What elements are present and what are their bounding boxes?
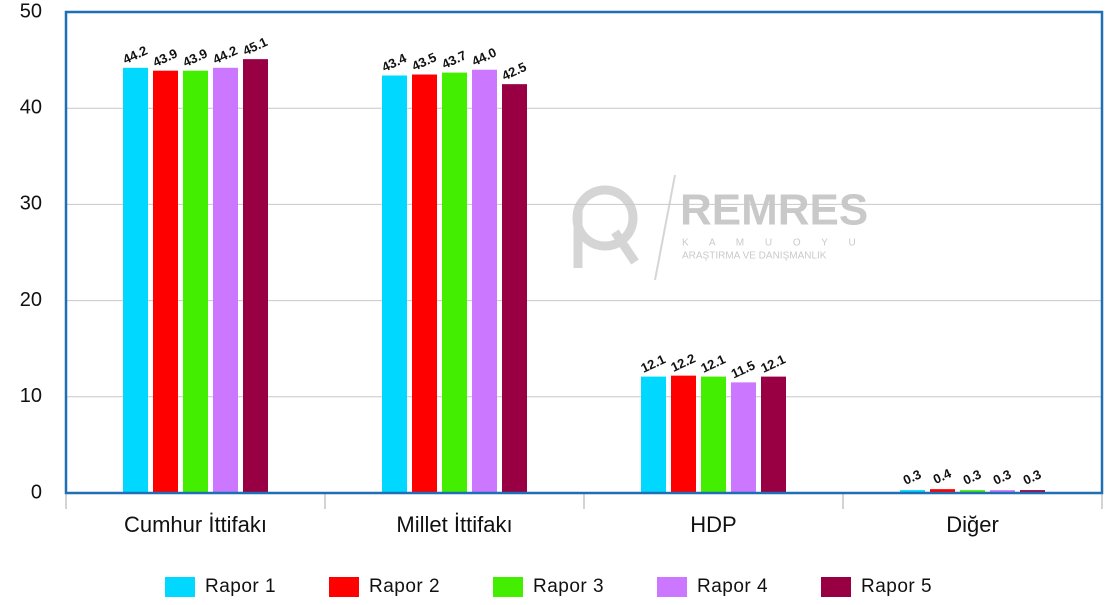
legend-label: Rapor 5 (861, 576, 932, 597)
y-tick-label: 10 (20, 385, 42, 407)
legend-swatch (657, 577, 687, 597)
bar (1020, 490, 1045, 493)
bar (701, 376, 726, 493)
value-label: 0.4 (931, 465, 954, 487)
value-label: 12.1 (638, 351, 667, 375)
value-label: 0.3 (901, 467, 924, 488)
bar (731, 382, 756, 493)
value-label: 44.2 (210, 43, 239, 67)
value-label: 12.1 (698, 351, 727, 375)
bar (243, 59, 268, 493)
value-label: 12.2 (668, 351, 697, 375)
value-label: 12.1 (758, 351, 787, 375)
bar (412, 74, 437, 493)
value-label: 42.5 (499, 59, 528, 83)
y-tick-label: 20 (20, 289, 42, 311)
y-tick-label: 0 (31, 481, 42, 503)
watermark-logo (654, 174, 676, 281)
legend-swatch (329, 577, 359, 597)
bar (960, 490, 985, 493)
bar (502, 84, 527, 494)
bar (990, 490, 1015, 493)
bar (382, 75, 407, 493)
bar (671, 375, 696, 493)
bar (183, 70, 208, 493)
value-label: 0.3 (961, 467, 984, 488)
watermark: REMRES K A M U O Y U ARAŞTIRMA VE DANIŞM… (572, 174, 868, 281)
watermark-title: REMRES (680, 186, 868, 235)
value-label: 43.9 (180, 46, 209, 70)
legend-label: Rapor 1 (205, 576, 276, 597)
x-tick-label: HDP (690, 512, 736, 537)
value-label: 43.4 (379, 50, 409, 75)
legend-label: Rapor 3 (533, 576, 604, 597)
watermark-subtitle: K A M U O Y U (682, 238, 865, 249)
bar (123, 67, 148, 494)
legend-swatch (821, 577, 851, 597)
y-tick-label: 50 (20, 0, 42, 22)
x-tick-label: Millet İttifakı (396, 512, 512, 537)
bar (930, 489, 955, 493)
value-label: 11.5 (729, 357, 758, 381)
watermark-logo (611, 229, 639, 265)
bar (641, 376, 666, 493)
y-tick-label: 40 (20, 96, 42, 118)
value-label: 0.3 (991, 467, 1014, 488)
legend-swatch (493, 577, 523, 597)
x-tick-label: Cumhur İttifakı (124, 512, 267, 537)
plot-border (64, 10, 1104, 495)
value-label: 44.2 (120, 43, 149, 67)
watermark-logo (572, 185, 638, 251)
legend-label: Rapor 4 (697, 576, 768, 597)
bar (761, 376, 786, 493)
bar (472, 69, 497, 493)
x-tick-label: Diğer (946, 512, 999, 537)
value-label: 44.0 (469, 45, 498, 69)
value-label: 0.3 (1021, 467, 1044, 488)
value-label: 43.5 (409, 49, 438, 73)
bar (442, 72, 467, 493)
watermark-subtitle: ARAŞTIRMA VE DANIŞMANLIK (682, 251, 827, 262)
value-label: 45.1 (240, 34, 269, 58)
bar (153, 70, 178, 493)
legend-swatch (165, 577, 195, 597)
legend-label: Rapor 2 (369, 576, 440, 597)
bar (900, 490, 925, 493)
bar (213, 67, 238, 494)
value-label: 43.7 (439, 47, 468, 71)
y-tick-label: 30 (20, 193, 42, 215)
value-label: 43.9 (150, 46, 179, 70)
